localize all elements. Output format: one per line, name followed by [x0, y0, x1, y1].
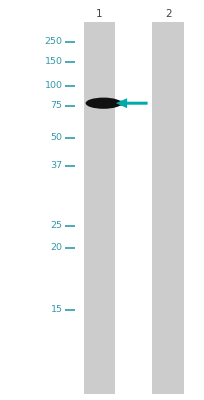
Bar — [83, 22, 115, 394]
Text: 15: 15 — [50, 306, 62, 314]
Text: 150: 150 — [44, 58, 62, 66]
FancyArrow shape — [115, 98, 147, 108]
Text: 37: 37 — [50, 162, 62, 170]
Ellipse shape — [85, 98, 121, 109]
Text: 1: 1 — [96, 9, 102, 19]
Ellipse shape — [107, 100, 124, 106]
Text: 20: 20 — [50, 244, 62, 252]
Text: 2: 2 — [164, 9, 171, 19]
Text: 75: 75 — [50, 102, 62, 110]
Bar — [151, 22, 183, 394]
Text: 25: 25 — [50, 222, 62, 230]
Text: 50: 50 — [50, 134, 62, 142]
Text: 250: 250 — [44, 38, 62, 46]
Text: 100: 100 — [44, 82, 62, 90]
